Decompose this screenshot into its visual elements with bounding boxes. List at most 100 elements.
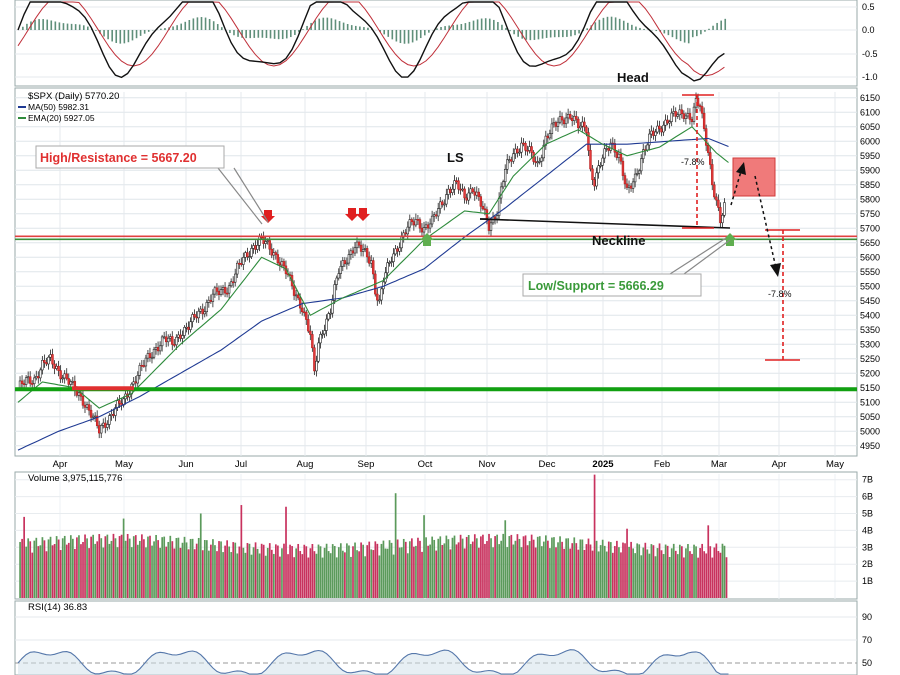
candle-body [485,209,489,221]
candle-body [518,151,521,154]
volume-bar [317,544,320,598]
candle-body [487,219,491,231]
candle-body [154,347,158,350]
volume-bar [587,538,590,598]
volume-bar [120,534,123,598]
candle-body [654,131,657,136]
x-tick-label: 2025 [592,459,614,470]
top-histogram-bar [553,30,556,38]
volume-bar [646,549,649,598]
top-histogram-bar [509,30,511,32]
candle-body [398,247,401,252]
volume-bar [169,535,172,598]
candle-body [313,347,316,372]
top-histogram-bar [484,18,487,30]
volume-bar [717,550,720,598]
top-histogram-bar [541,30,544,39]
candle-body [203,311,206,315]
candle-body [197,310,200,319]
top-histogram-bar [671,30,674,38]
top-histogram-bar [570,30,572,37]
candle-body [256,245,259,250]
volume-bar [634,553,637,598]
candle-body [686,113,690,117]
candle-body [108,415,111,425]
volume-bar [711,557,714,598]
volume-bar [19,541,21,598]
candle-body [721,215,724,224]
candle-body [390,261,393,263]
levels-and-annotations [15,94,857,392]
price-tick-label: 5100 [860,397,880,407]
candle-body [698,105,702,107]
volume-bar [658,543,661,598]
top-histogram-bar [464,23,467,30]
top-histogram-bar [180,23,182,30]
top-tick-label: -1.0 [862,72,878,82]
volume-bar [143,539,145,598]
volume-bar [344,552,346,598]
volume-bar [55,536,58,598]
price-tick-label: 5600 [860,252,880,262]
volume-bar [471,541,474,598]
volume-bar [214,545,216,598]
candle-body [386,262,389,274]
candle-body [234,273,237,283]
top-histogram-bar [281,30,284,40]
candle-body [347,254,351,264]
candle-body [343,260,347,264]
volume-bar [183,536,186,598]
volume-bar [534,547,537,598]
x-tick-label: Nov [479,459,496,470]
volume-bar [433,539,436,598]
top-histogram-bar [34,19,36,30]
top-histogram-bar [505,27,507,30]
volume-bar [57,539,60,598]
volume-bar [210,544,212,598]
volume-bar [167,541,170,598]
top-histogram-bar [618,18,621,30]
candle-body [595,172,598,187]
candle-body [437,208,440,217]
low-support-callout: Low/Support = 5666.29 [522,237,731,297]
candle-body [193,314,196,318]
top-histogram-bar [82,25,85,30]
candle-body [132,381,135,385]
volume-bar [303,544,306,598]
volume-bar [250,554,253,598]
volume-bar [248,543,251,598]
volume-bar [380,543,383,598]
volume-bar [498,544,501,598]
candle-body [434,214,438,217]
candle-body [424,224,428,228]
top-histogram-bar [614,17,617,30]
volume-tick-label: 1B [862,576,873,586]
top-histogram-bar [387,30,390,37]
volume-bar [277,545,279,598]
candle-body [77,392,81,396]
candle-body [499,186,503,199]
top-histogram-bar [70,23,73,30]
volume-bar [516,534,519,598]
volume-bar [390,542,393,598]
volume-bar [124,540,127,598]
candle-body [59,370,62,380]
candle-body [321,333,324,336]
candle-body [156,347,160,352]
top-histogram-bar [704,30,706,32]
volume-bar [311,543,314,598]
volume-bar [425,537,427,598]
candle-body [55,365,58,369]
candle-body [506,159,509,170]
x-tick-label: Apr [53,459,68,470]
candle-body [688,113,692,120]
volume-bar [49,536,52,598]
top-histogram-bar [115,30,118,43]
retest-path-up [730,167,743,206]
top-histogram-bar [578,30,580,34]
volume-bar [447,539,450,598]
candle-body [183,327,186,336]
volume-bar [540,546,543,598]
top-histogram-bar [330,18,333,30]
candle-body [597,165,600,174]
